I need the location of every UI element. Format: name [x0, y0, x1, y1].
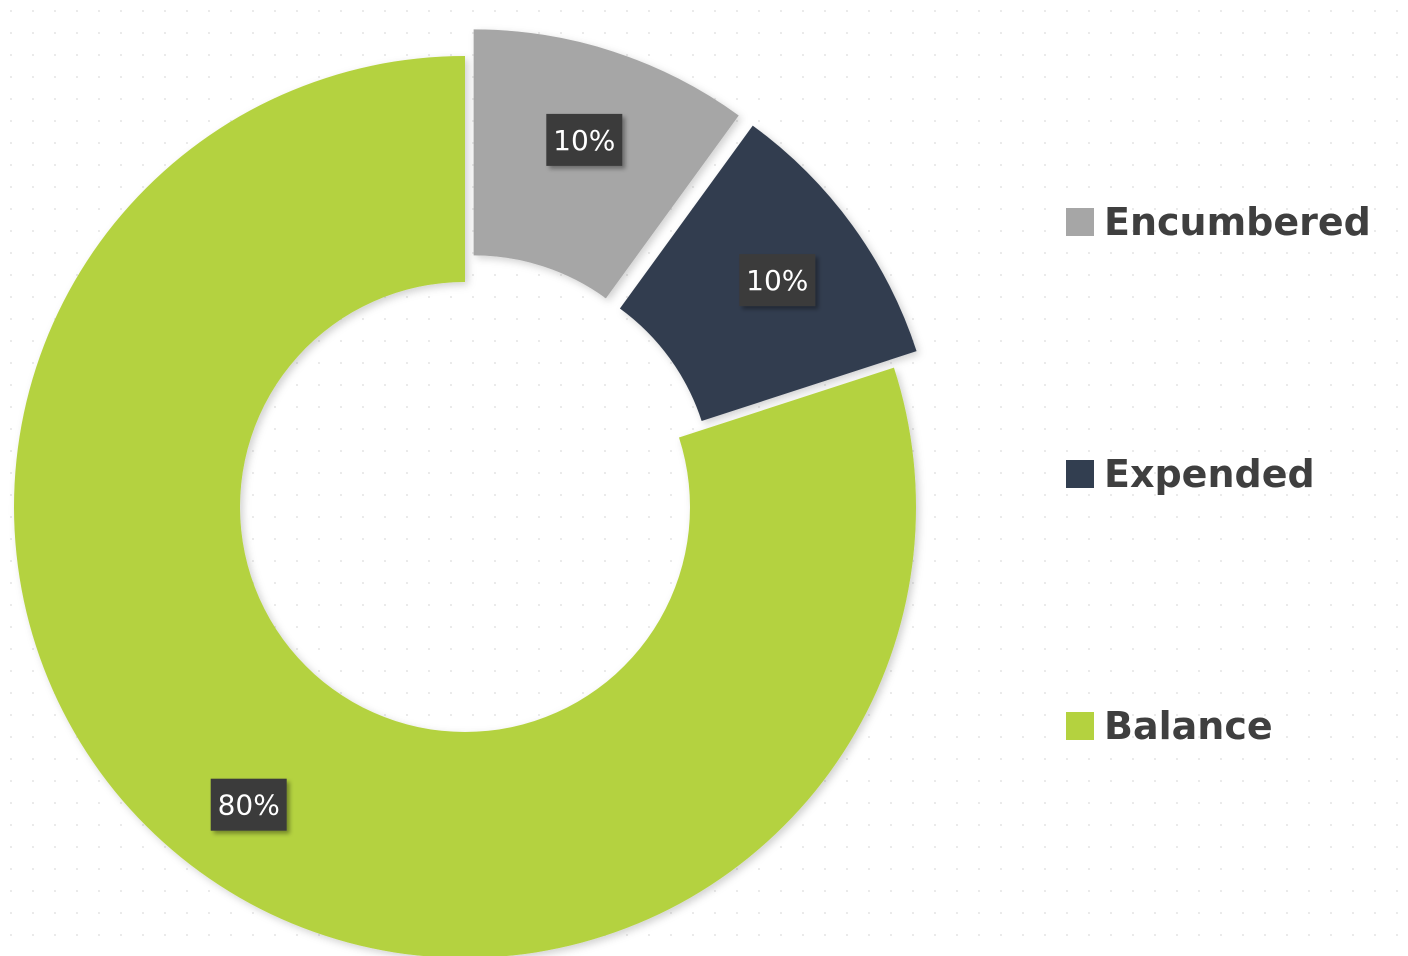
legend-label-expended: Expended — [1104, 452, 1315, 496]
data-label-text-balance: 80% — [218, 789, 280, 822]
legend-item-expended: Expended — [1066, 449, 1315, 499]
slice-balance — [14, 56, 916, 956]
data-label-box-balance — [210, 778, 287, 831]
data-label-expended: 10% — [739, 254, 816, 307]
legend-swatch-balance — [1066, 712, 1094, 740]
legend-label-encumbered: Encumbered — [1104, 200, 1371, 244]
legend-swatch-expended — [1066, 460, 1094, 488]
data-label-encumbered: 10% — [546, 113, 623, 166]
legend-swatch-encumbered — [1066, 208, 1094, 236]
data-label-text-encumbered: 10% — [553, 124, 615, 157]
data-label-balance: 80% — [210, 778, 287, 831]
legend-item-balance: Balance — [1066, 701, 1273, 751]
legend-label-balance: Balance — [1104, 704, 1273, 748]
chart-legend: Encumbered Expended Balance — [1066, 0, 1406, 956]
data-label-box-expended — [739, 254, 816, 307]
data-label-box-encumbered — [546, 113, 623, 166]
data-label-text-expended: 10% — [746, 264, 808, 297]
legend-item-encumbered: Encumbered — [1066, 197, 1371, 247]
